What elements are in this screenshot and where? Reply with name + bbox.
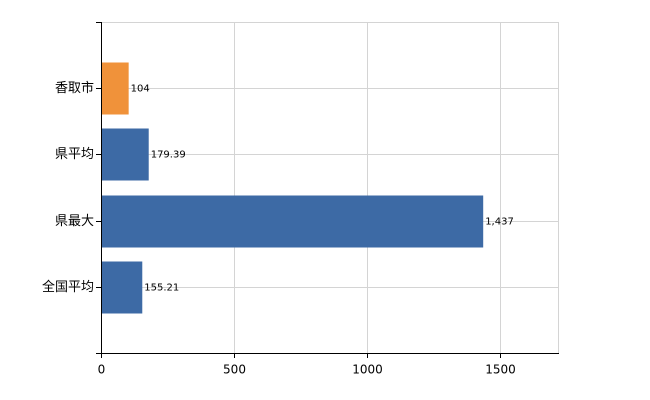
data-label: 104 [131, 84, 150, 95]
y-tick-label: 香取市 [55, 80, 94, 96]
x-tick-label: 500 [223, 363, 246, 377]
data-label: 155.21 [144, 283, 179, 294]
y-tick-label: 県最大 [55, 214, 94, 229]
x-tick-label: 1500 [485, 363, 516, 377]
x-tick-label: 0 [98, 363, 106, 377]
data-label: 1,437 [485, 217, 514, 228]
data-label: 179.39 [151, 150, 186, 161]
bar [101, 128, 149, 181]
y-tick-label: 全国平均 [42, 279, 94, 295]
bar [101, 261, 143, 314]
bar [101, 195, 484, 248]
y-tick-label: 県平均 [55, 147, 94, 162]
bar [101, 62, 129, 115]
x-tick-label: 1000 [352, 363, 383, 377]
